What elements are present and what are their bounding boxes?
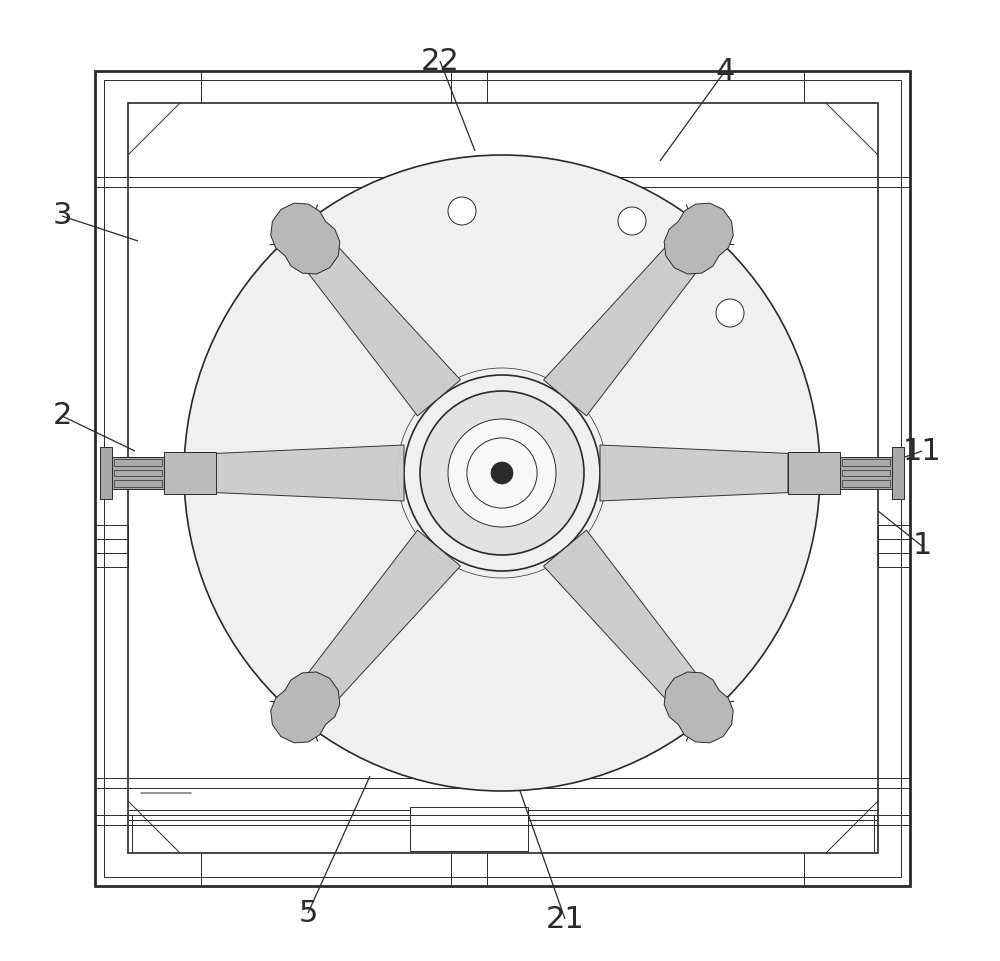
- Bar: [114, 470, 162, 477]
- Text: 1: 1: [912, 531, 932, 560]
- Text: 3: 3: [52, 202, 72, 231]
- Text: 2: 2: [52, 402, 72, 431]
- Text: 4: 4: [715, 57, 735, 86]
- Bar: [842, 480, 890, 487]
- Bar: [95, 71, 910, 886]
- Bar: [112, 457, 164, 489]
- Bar: [892, 447, 904, 499]
- Circle shape: [184, 155, 820, 791]
- Circle shape: [716, 299, 744, 327]
- Circle shape: [282, 207, 310, 235]
- Bar: [100, 447, 112, 499]
- Polygon shape: [303, 530, 460, 704]
- Bar: [114, 480, 162, 487]
- Polygon shape: [788, 452, 840, 494]
- Polygon shape: [544, 530, 701, 704]
- Polygon shape: [216, 445, 404, 501]
- Polygon shape: [271, 672, 340, 743]
- Polygon shape: [664, 672, 733, 743]
- Text: 5: 5: [298, 899, 318, 927]
- Text: 22: 22: [421, 46, 459, 76]
- Bar: [114, 459, 162, 466]
- Polygon shape: [271, 203, 340, 274]
- Polygon shape: [164, 452, 216, 494]
- Polygon shape: [664, 203, 733, 274]
- Bar: [842, 459, 890, 466]
- Bar: [128, 103, 878, 853]
- Circle shape: [618, 207, 646, 235]
- Polygon shape: [303, 241, 460, 416]
- Bar: [104, 80, 901, 877]
- Polygon shape: [544, 241, 701, 416]
- Bar: [842, 470, 890, 477]
- Text: 11: 11: [903, 436, 941, 465]
- Circle shape: [448, 419, 556, 527]
- Polygon shape: [600, 445, 788, 501]
- Circle shape: [491, 462, 513, 484]
- Circle shape: [448, 197, 476, 225]
- Bar: [410, 807, 528, 851]
- Text: 21: 21: [546, 904, 584, 933]
- Bar: [840, 457, 892, 489]
- Circle shape: [420, 391, 584, 555]
- Bar: [95, 525, 128, 567]
- Bar: [878, 525, 910, 567]
